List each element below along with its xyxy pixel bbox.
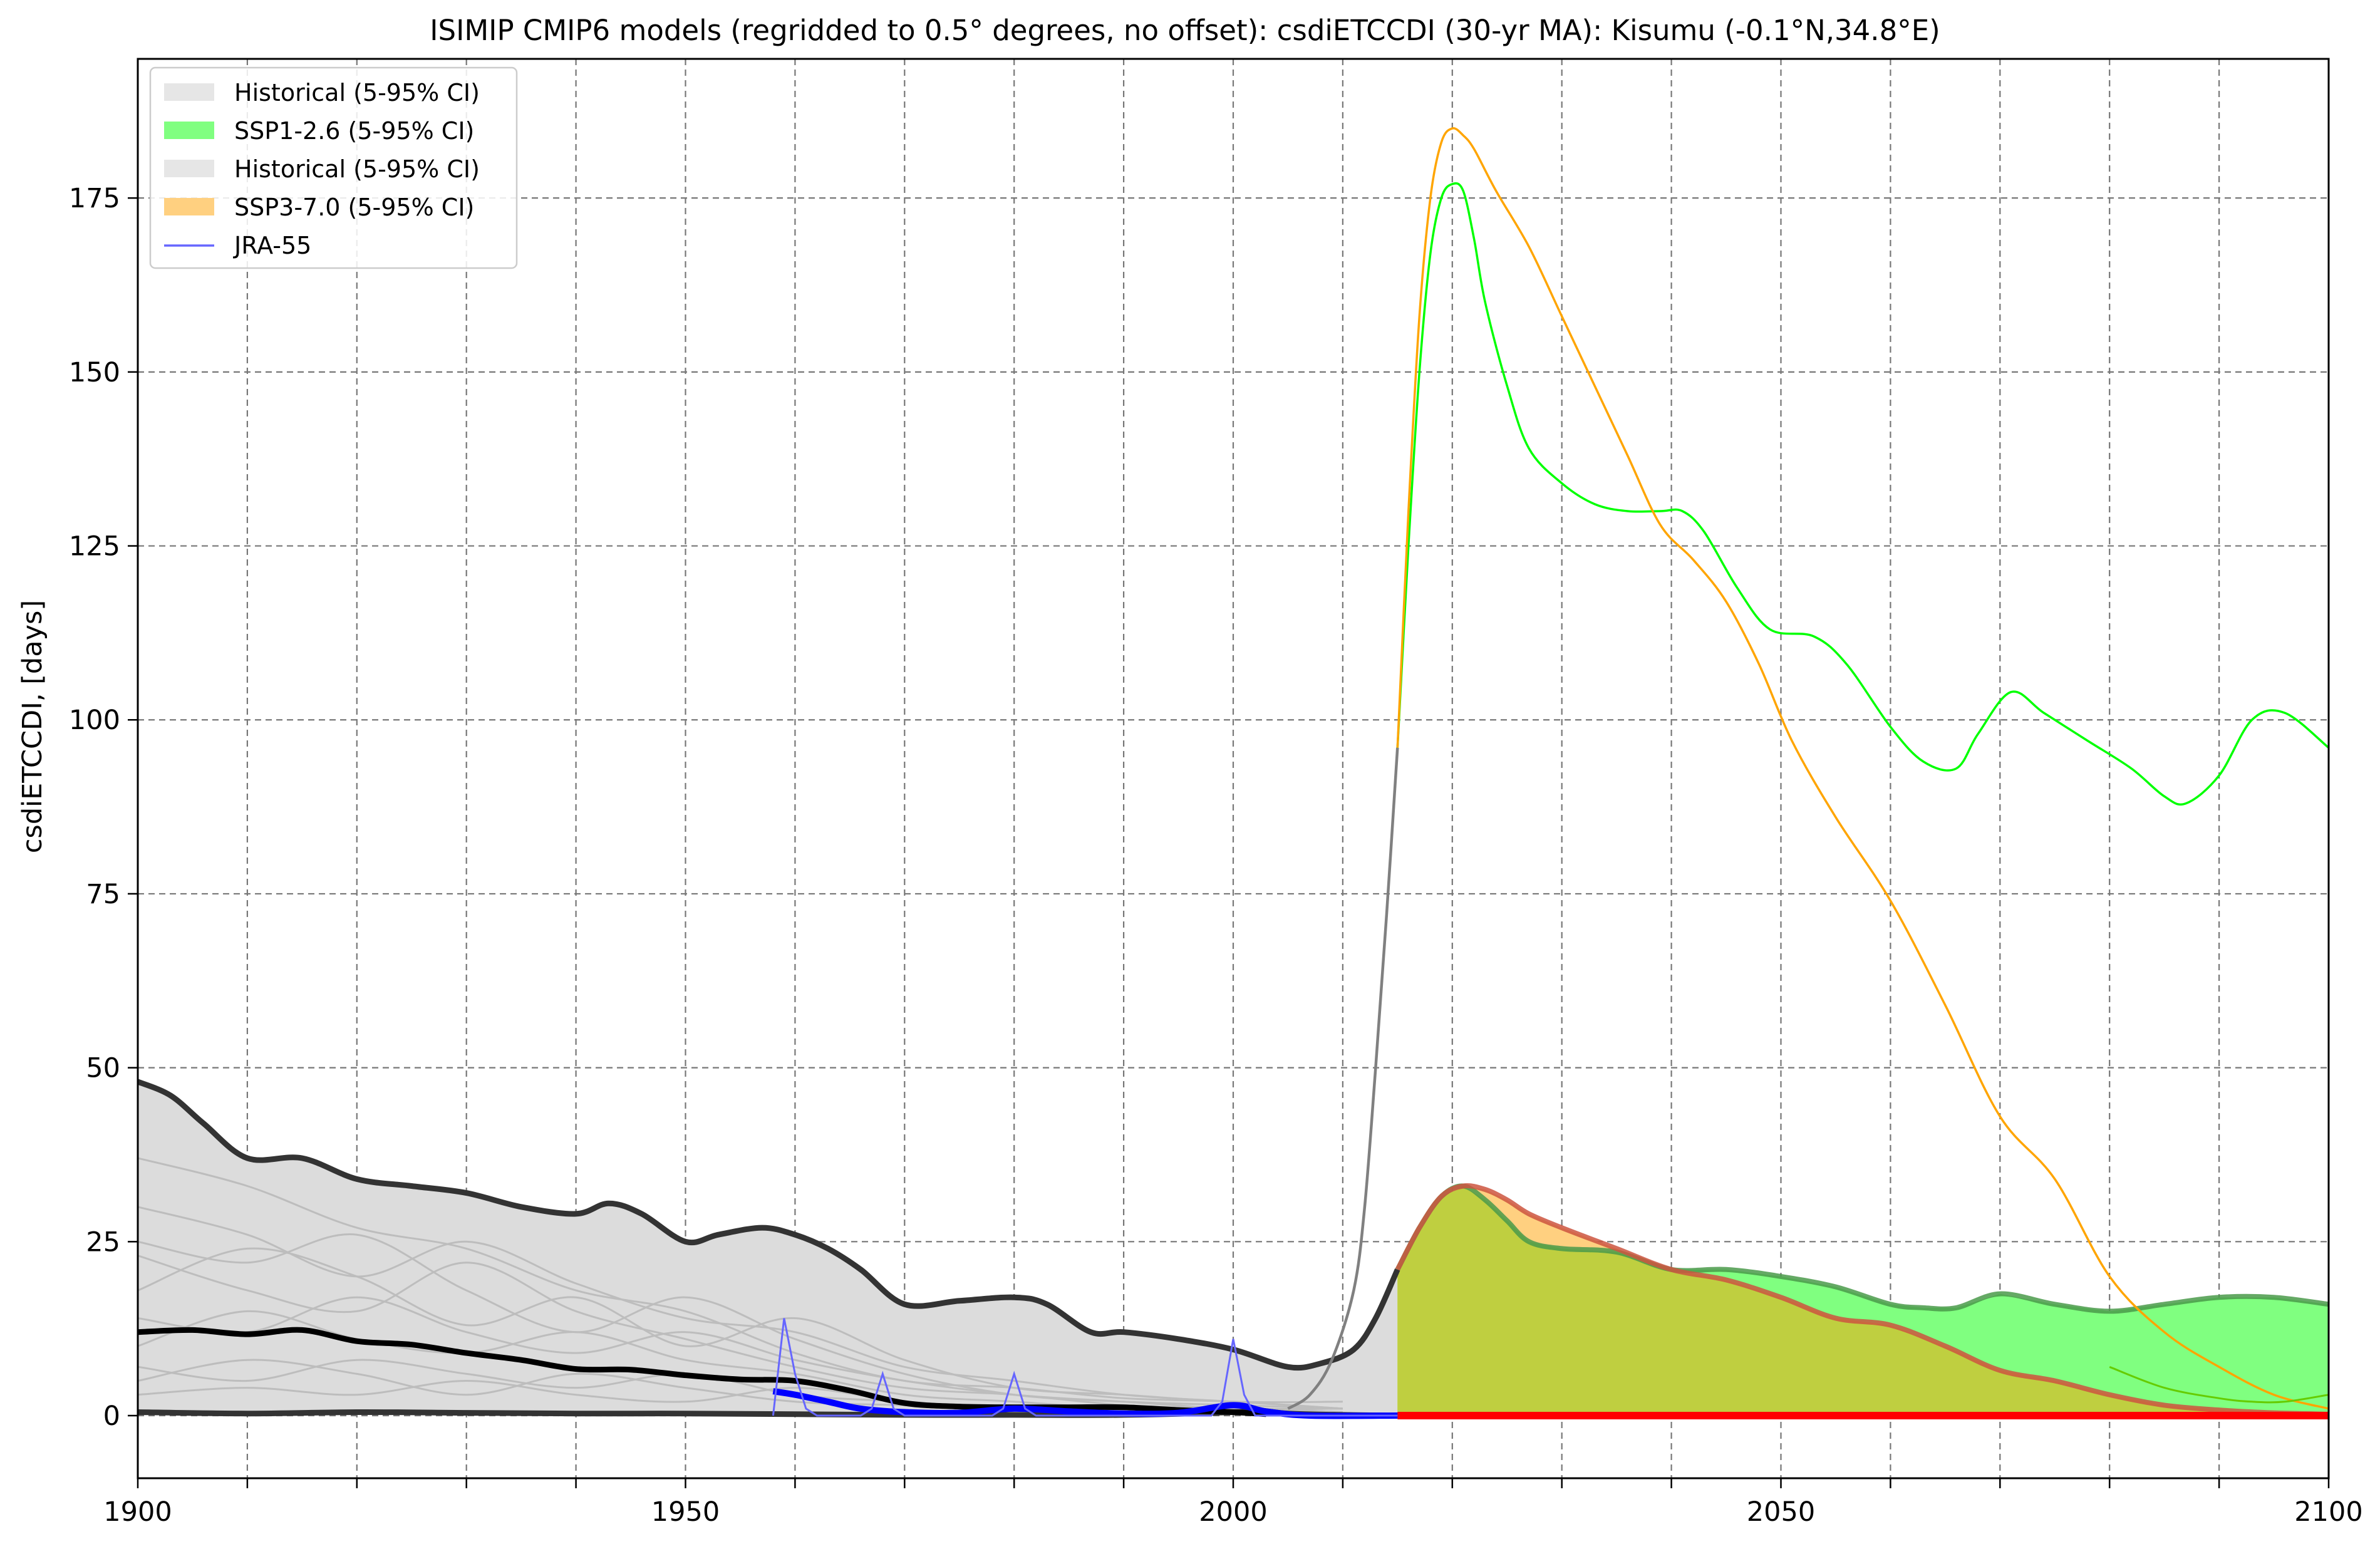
historical-upper-line xyxy=(138,1079,1400,1371)
x-tick-label: 1950 xyxy=(651,1496,720,1528)
y-tick-label: 0 xyxy=(103,1401,120,1432)
axis-ticks: 1900 1950 2000 2050 2100 0 25 50 75 100 125 150 175 xyxy=(69,183,2363,1528)
x-tick-label: 1900 xyxy=(103,1496,172,1528)
overlap-band xyxy=(1397,1186,2329,1416)
gray-outlier-line xyxy=(1287,747,1399,1410)
legend-box xyxy=(149,66,518,269)
plot-area: 1900 1950 2000 2050 2100 0 25 50 75 100 125 150 175 xyxy=(69,58,2363,1528)
jra55-smoothed-line xyxy=(772,1388,1398,1419)
legend-swatch xyxy=(164,83,214,101)
ssp126-upper-edge xyxy=(1395,1183,2329,1314)
data-layer xyxy=(138,127,2329,1420)
legend-swatch xyxy=(164,160,214,177)
model-member-line xyxy=(138,1296,1343,1411)
legend-swatch xyxy=(164,122,214,139)
x-tick-label: 2100 xyxy=(2294,1496,2362,1528)
legend-label: JRA-55 xyxy=(233,232,311,259)
ssp126-model-line xyxy=(1396,182,2329,806)
legend-label: SSP3-7.0 (5-95% CI) xyxy=(234,194,474,221)
ssp126-low-model-line xyxy=(2109,1365,2329,1404)
historical-median-line xyxy=(138,1327,1266,1417)
y-tick-label: 175 xyxy=(69,183,120,214)
y-tick-label: 150 xyxy=(69,357,120,388)
legend: Historical (5-95% CI) SSP1-2.6 (5-95% CI)… xyxy=(149,66,518,269)
y-tick-label: 100 xyxy=(69,705,120,736)
legend-label: Historical (5-95% CI) xyxy=(234,155,480,183)
ssp370-upper-edge xyxy=(1395,1183,2329,1417)
historical-band xyxy=(138,1081,1398,1416)
legend-swatch xyxy=(164,198,214,215)
jra55-line xyxy=(772,1318,1398,1417)
model-member-line xyxy=(138,1206,1343,1410)
x-tick-label: 2000 xyxy=(1199,1496,1267,1528)
legend-label: Historical (5-95% CI) xyxy=(234,79,480,106)
y-tick-label: 75 xyxy=(86,879,120,910)
y-tick-label: 50 xyxy=(86,1053,120,1084)
y-tick-label: 125 xyxy=(69,531,120,562)
legend-label: SSP1-2.6 (5-95% CI) xyxy=(234,117,474,145)
x-tick-label: 2050 xyxy=(1747,1496,1815,1528)
ssp370-model-line xyxy=(1396,127,2329,1410)
y-tick-label: 25 xyxy=(86,1226,120,1258)
y-axis-label: csdiETCCDI, [days] xyxy=(17,600,48,853)
chart-title: ISIMIP CMIP6 models (regridded to 0.5° d… xyxy=(430,14,1940,47)
